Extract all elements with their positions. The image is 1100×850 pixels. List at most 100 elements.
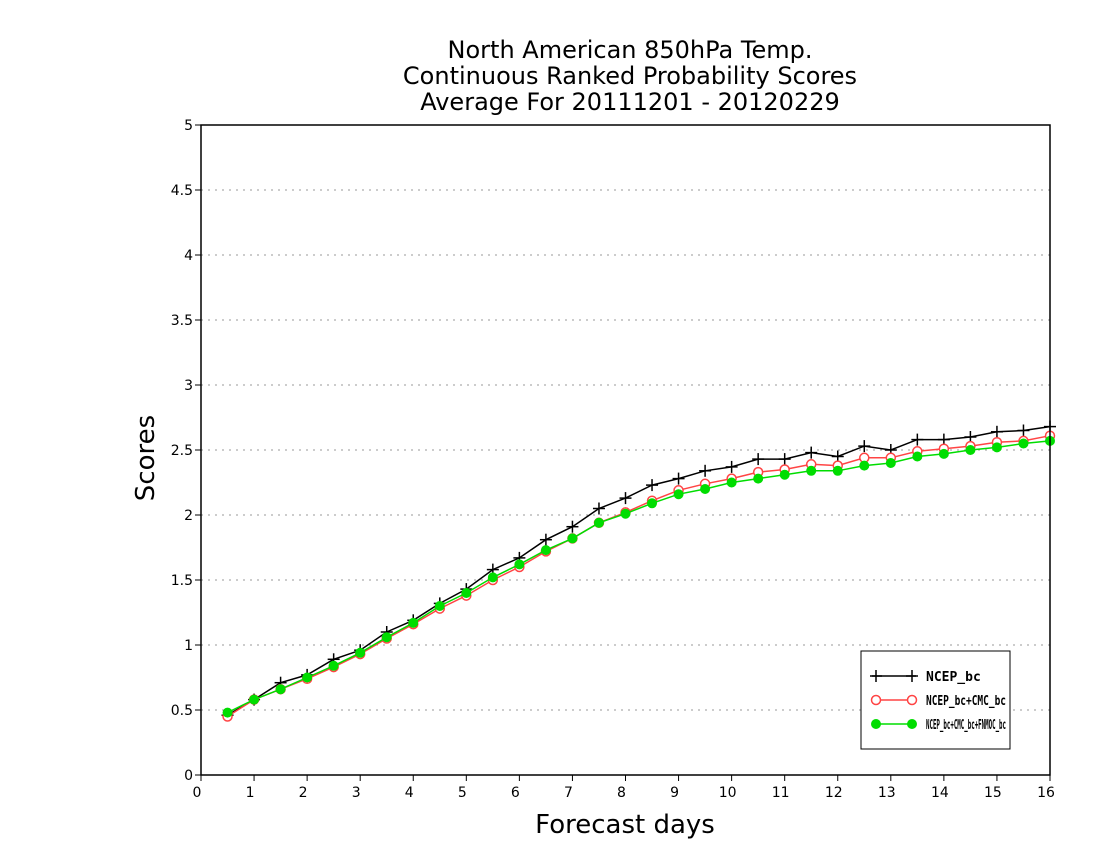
data-point-filled-circle — [938, 448, 949, 459]
legend-label: NCEP_bc — [926, 670, 981, 685]
x-tick-label: 15 — [984, 785, 1002, 801]
data-point-plus — [805, 446, 818, 459]
data-point-filled-circle — [328, 660, 339, 671]
title-line-1: North American 850hPa Temp. — [448, 36, 813, 64]
legend-item: NCEP_bc+CMC_bc+FNMOC_bc — [871, 718, 1006, 733]
data-point-filled-circle — [1018, 438, 1029, 449]
x-tick-label: 4 — [405, 785, 414, 801]
x-tick-label: 1 — [246, 785, 255, 801]
legend-item: NCEP_bc+CMC_bc — [870, 694, 1006, 709]
data-point-filled-circle — [461, 588, 472, 598]
x-tick-label: 14 — [931, 785, 949, 801]
data-point-filled-circle — [871, 719, 881, 729]
data-point-filled-circle — [355, 647, 366, 658]
series-3 — [222, 435, 1055, 718]
legend: NCEP_bc NCEP_bc+CMC_bc NCEP_bc+CMC_bc+FNMO… — [860, 650, 1011, 750]
data-point-filled-circle — [487, 572, 498, 583]
x-tick-label: 9 — [670, 785, 679, 801]
data-point-filled-circle — [540, 545, 551, 556]
data-point-filled-circle — [593, 517, 604, 528]
data-point-plus — [858, 440, 871, 453]
y-tick-label: 1 — [184, 638, 193, 654]
y-tick-label: 3.5 — [171, 313, 193, 329]
y-axis-ticks: 0 0.5 1 1.5 2 2.5 3 3.5 4 4.5 5 — [171, 118, 201, 784]
data-point-filled-circle — [885, 458, 896, 468]
series-line — [227, 425, 1051, 716]
gridlines — [201, 189, 1050, 711]
x-tick-label: 3 — [352, 785, 361, 801]
data-point-filled-circle — [249, 694, 260, 705]
legend-label: NCEP_bc+CMC_bc+FNMOC_bc — [926, 718, 1006, 733]
data-point-filled-circle — [381, 632, 392, 643]
title-line-2: Continuous Ranked Probability Scores — [403, 62, 857, 90]
y-tick-label: 2 — [184, 508, 193, 524]
data-point-filled-circle — [753, 473, 764, 484]
data-point-filled-circle — [620, 508, 631, 519]
x-axis-label: Forecast days — [535, 810, 715, 840]
data-point-plus — [778, 453, 791, 466]
y-tick-label: 2.5 — [171, 443, 193, 459]
data-point-plus — [592, 502, 605, 515]
x-tick-label: 5 — [458, 785, 467, 801]
data-point-filled-circle — [408, 617, 419, 628]
title-line-3: Average For 20111201 - 20120229 — [420, 88, 840, 116]
x-tick-label: 2 — [299, 785, 308, 801]
data-point-filled-circle — [991, 442, 1002, 453]
y-tick-label: 4.5 — [171, 183, 193, 199]
data-point-filled-circle — [806, 465, 817, 476]
data-point-filled-circle — [514, 559, 525, 570]
data-point-open-circle — [906, 694, 918, 706]
data-point-plus — [672, 472, 685, 485]
data-point-plus — [752, 453, 765, 466]
x-tick-label: 12 — [825, 785, 843, 801]
x-tick-label: 8 — [617, 785, 626, 801]
x-tick-label: 11 — [772, 785, 790, 801]
y-tick-label: 4 — [184, 248, 193, 264]
y-tick-label: 5 — [184, 118, 193, 134]
legend-item: NCEP_bc — [870, 670, 981, 685]
data-point-filled-circle — [673, 489, 684, 500]
data-point-filled-circle — [567, 533, 578, 544]
x-tick-label: 10 — [719, 785, 737, 801]
data-point-plus — [646, 479, 659, 492]
data-point-plus — [911, 433, 924, 446]
data-point-filled-circle — [859, 460, 870, 471]
data-point-filled-circle — [700, 484, 711, 494]
data-point-plus — [566, 520, 579, 533]
x-tick-label: 6 — [511, 785, 520, 801]
y-tick-label: 0.5 — [171, 703, 193, 719]
legend-label: NCEP_bc+CMC_bc — [926, 694, 1006, 709]
y-tick-label: 0 — [184, 768, 193, 784]
y-tick-label: 1.5 — [171, 573, 193, 589]
data-point-filled-circle — [965, 445, 976, 455]
data-point-filled-circle — [302, 672, 313, 683]
data-point-filled-circle — [434, 601, 445, 611]
data-point-plus — [870, 670, 882, 682]
data-point-plus — [619, 492, 632, 505]
data-point-filled-circle — [275, 684, 286, 695]
x-tick-label: 0 — [193, 785, 202, 801]
data-point-filled-circle — [907, 719, 917, 729]
x-tick-label: 16 — [1037, 785, 1055, 801]
series-layer — [221, 420, 1056, 722]
data-point-plus — [699, 464, 712, 477]
x-axis-ticks: 0 1 2 3 4 5 6 7 8 9 10 11 12 13 14 15 16 — [193, 775, 1055, 801]
data-point-filled-circle — [779, 469, 790, 480]
data-point-filled-circle — [912, 451, 923, 462]
chart-title: North American 850hPa Temp. Continuous R… — [403, 36, 857, 116]
x-tick-label: 13 — [878, 785, 896, 801]
data-point-plus — [1017, 424, 1030, 437]
y-axis-label: Scores — [131, 415, 161, 501]
x-tick-label: 7 — [564, 785, 573, 801]
data-point-plus — [906, 670, 918, 682]
data-point-filled-circle — [647, 498, 658, 509]
y-tick-label: 3 — [184, 378, 193, 394]
data-point-filled-circle — [832, 465, 843, 476]
plot-frame — [200, 124, 1051, 776]
data-point-plus — [990, 425, 1003, 438]
data-point-open-circle — [870, 694, 882, 706]
data-point-plus — [539, 533, 552, 546]
data-point-filled-circle — [726, 477, 737, 488]
data-point-filled-circle — [222, 707, 233, 718]
